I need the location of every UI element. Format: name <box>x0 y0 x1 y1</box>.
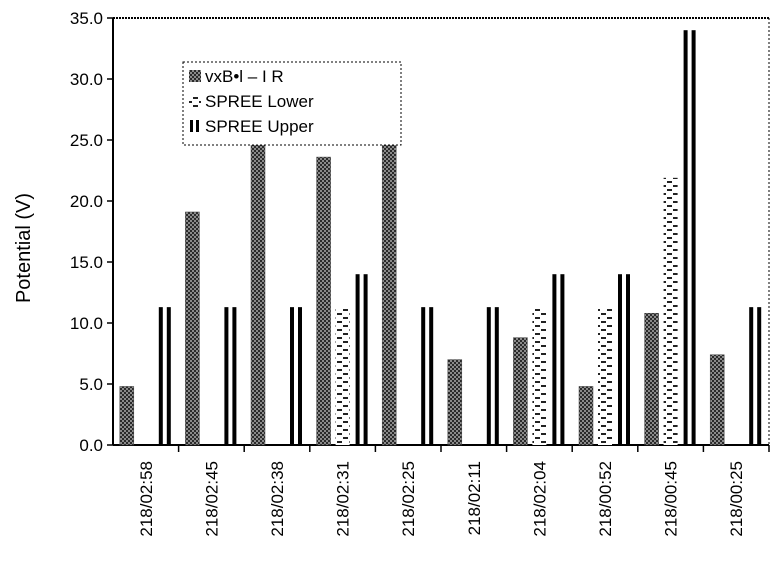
bar-vxb-ir <box>185 211 200 446</box>
bar-spree-upper-stroke-right <box>626 274 630 445</box>
bar-vxb-ir <box>513 337 528 446</box>
bar-spree-upper-stroke-right <box>166 307 171 445</box>
y-tick-label: 25.0 <box>70 131 103 150</box>
bar-vxb-ir <box>447 359 463 446</box>
bar-spree-upper <box>158 307 171 445</box>
bar-spree-upper <box>552 274 565 445</box>
y-tick-label: 20.0 <box>70 192 103 211</box>
bar-vxb-ir <box>644 312 659 446</box>
bar-spree-upper <box>618 274 630 445</box>
bar-spree-upper-stroke-left <box>618 274 622 445</box>
bar-spree-upper <box>224 307 237 445</box>
legend-swatch-0 <box>189 70 201 82</box>
bar-spree-upper-stroke-left <box>355 274 360 445</box>
y-tick-label: 5.0 <box>79 375 103 394</box>
bar-spree-upper-stroke-left <box>224 307 229 445</box>
bar-spree-lower <box>598 307 612 445</box>
legend-swatch-2 <box>190 120 199 132</box>
bar-spree-upper-stroke-left <box>158 307 163 445</box>
x-category-label: 218/00:25 <box>727 461 746 537</box>
bar-spree-upper <box>290 307 302 445</box>
legend-label-2: SPREE Upper <box>205 117 314 136</box>
bar-spree-upper-stroke-right <box>232 307 237 445</box>
bar-spree-upper-stroke-right <box>429 307 434 445</box>
y-tick-label: 35.0 <box>70 9 103 28</box>
legend-swatch-1 <box>189 95 201 107</box>
x-category-label: 218/02:45 <box>202 461 221 537</box>
bar-spree-upper-stroke-right <box>560 274 565 445</box>
bar-spree-upper <box>421 307 434 445</box>
bar-spree-upper <box>683 30 696 445</box>
x-category-label: 218/02:38 <box>268 461 287 537</box>
y-tick-label: 10.0 <box>70 314 103 333</box>
bar-spree-upper-stroke-right <box>298 307 302 445</box>
y-tick-label: 15.0 <box>70 253 103 272</box>
bar-spree-upper-stroke-left <box>552 274 557 445</box>
bar-spree-upper-stroke-left <box>683 30 688 445</box>
bar-spree-upper-stroke-right <box>757 307 762 445</box>
bar-vxb-ir <box>119 386 135 446</box>
bar-spree-lower <box>532 307 547 445</box>
legend-label-1: SPREE Lower <box>205 92 314 111</box>
x-category-label: 218/02:25 <box>399 461 418 537</box>
legend-box <box>182 61 402 146</box>
legend-swatch-fill <box>190 120 193 132</box>
bar-spree-upper <box>486 307 499 445</box>
legend-swatch-fill <box>196 120 199 132</box>
bar-spree-upper-stroke-left <box>421 307 426 445</box>
legend: vxB•l – I R SPREE Lower SPREE Upper <box>182 61 402 146</box>
bar-spree-upper-stroke-right <box>691 30 696 445</box>
y-tick-label: 30.0 <box>70 70 103 89</box>
bar-vxb-ir <box>316 156 331 446</box>
bar-vxb-ir <box>250 139 266 446</box>
x-category-label: 218/02:58 <box>137 461 156 537</box>
x-category-label: 218/02:04 <box>530 461 549 537</box>
bar-vxb-ir <box>709 354 725 446</box>
bar-vxb-ir <box>578 386 594 446</box>
bar-spree-upper-stroke-right <box>363 274 368 445</box>
x-category-label: 218/00:52 <box>596 461 615 537</box>
bar-spree-upper-stroke-left <box>749 307 754 445</box>
bar-spree-upper-stroke-left <box>290 307 294 445</box>
bar-spree-lower <box>335 307 350 445</box>
legend-label-0: vxB•l – I R <box>205 67 284 86</box>
bar-spree-upper <box>355 274 368 445</box>
x-category-label: 218/00:45 <box>662 461 681 537</box>
bar-spree-upper-stroke-right <box>494 307 499 445</box>
legend-swatch-fill <box>189 70 201 82</box>
bar-vxb-ir <box>381 129 397 446</box>
x-category-label: 218/02:31 <box>334 461 353 537</box>
y-axis-title: Potential (V) <box>13 193 35 303</box>
plot-area: 0.0 5.0 10.0 15.0 20.0 25.0 30.0 35.0 218/02:58 2… <box>70 9 770 537</box>
bar-spree-upper <box>749 307 762 445</box>
legend-swatch-fill <box>189 95 201 107</box>
bar-spree-lower <box>663 177 678 445</box>
bar-spree-upper-stroke-left <box>486 307 491 445</box>
y-tick-label: 0.0 <box>79 436 103 455</box>
x-category-label: 218/02:11 <box>465 461 484 535</box>
